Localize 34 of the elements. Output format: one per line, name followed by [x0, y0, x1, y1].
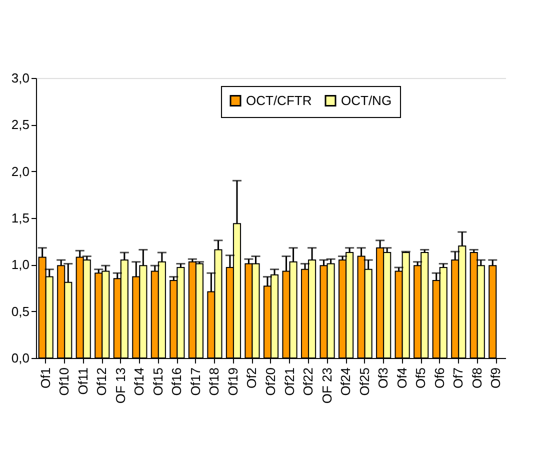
- y-tick-label: 0,0: [11, 350, 30, 366]
- x-tick-label: Of20: [263, 368, 278, 396]
- x-tick-label: Of7: [450, 368, 466, 388]
- x-tick-label: Of25: [356, 368, 372, 396]
- x-tick-label: Of17: [188, 368, 203, 396]
- x-tick-label: Of24: [338, 368, 354, 396]
- x-tick-label: Of4: [394, 368, 410, 388]
- x-tick-label: Of2: [244, 368, 260, 388]
- x-tick-label: Of18: [206, 368, 222, 396]
- x-tick-label: Of3: [376, 368, 391, 388]
- x-tick-label: Of9: [488, 368, 504, 388]
- x-tick-label: Of22: [300, 368, 316, 396]
- y-tick-label: 1,0: [11, 257, 30, 272]
- x-tick-label: Of21: [282, 368, 297, 396]
- x-tick-label: Of12: [94, 368, 110, 396]
- y-tick-label: 2,0: [11, 164, 30, 179]
- y-tick-label: 3,0: [11, 70, 30, 86]
- x-tick-label: Of10: [56, 368, 72, 396]
- y-tick-label: 1,5: [11, 210, 30, 226]
- x-tick-label: OF 13: [112, 368, 128, 404]
- x-tick-label: Of19: [225, 368, 240, 396]
- x-tick-label: Of1: [38, 368, 53, 388]
- x-tick-label: Of14: [132, 368, 147, 396]
- x-tick-label: Of6: [432, 368, 447, 388]
- legend-label: OCT/CFTR: [246, 92, 312, 108]
- x-tick-label: Of15: [150, 368, 166, 396]
- x-tick-label: Of11: [75, 368, 90, 395]
- x-tick-label: Of16: [169, 368, 184, 396]
- x-tick-label: Of5: [413, 368, 428, 388]
- x-tick-label: Of8: [469, 368, 484, 388]
- y-tick-label: 2,5: [11, 117, 30, 132]
- x-tick-label: OF 23: [319, 368, 334, 404]
- y-tick-label: 0,5: [11, 304, 30, 319]
- legend-label: OCT/NG: [341, 92, 392, 108]
